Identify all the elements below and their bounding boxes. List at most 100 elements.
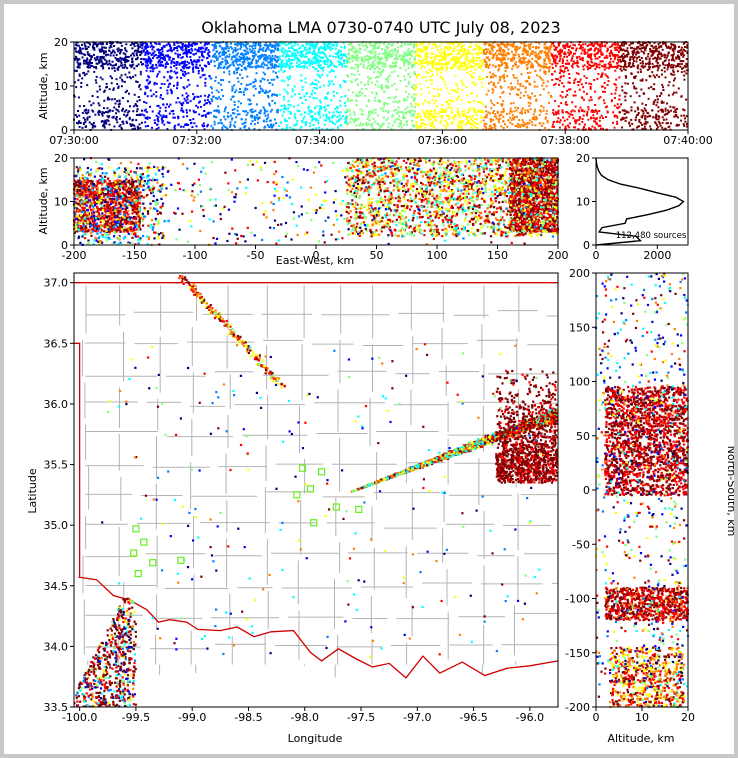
source-point — [499, 76, 502, 79]
source-point — [284, 107, 286, 110]
source-point — [269, 110, 272, 113]
source-point — [417, 54, 420, 56]
source-point — [292, 59, 295, 61]
source-point — [123, 63, 126, 66]
source-point — [397, 111, 399, 114]
source-point — [587, 106, 590, 109]
source-point — [280, 64, 283, 67]
source-point — [285, 59, 288, 62]
source-point — [219, 83, 222, 86]
source-point — [370, 111, 373, 114]
source-point — [180, 56, 183, 59]
source-point — [346, 97, 349, 100]
source-point — [598, 110, 601, 112]
source-point — [502, 115, 505, 118]
source-point — [216, 58, 218, 61]
source-point — [621, 60, 624, 62]
source-point — [627, 53, 630, 56]
source-point — [641, 78, 644, 81]
source-point — [615, 106, 618, 109]
source-point — [81, 43, 83, 46]
source-point — [197, 101, 200, 104]
source-point — [476, 57, 479, 59]
source-point — [324, 109, 327, 112]
source-point — [476, 63, 479, 65]
source-point — [315, 97, 318, 100]
source-point — [457, 66, 459, 69]
source-point — [204, 99, 207, 102]
source-point — [433, 118, 436, 121]
source-point — [124, 57, 126, 59]
source-point — [129, 77, 132, 80]
source-point — [255, 59, 258, 62]
source-point — [166, 50, 169, 53]
source-point — [391, 84, 393, 87]
source-point — [129, 44, 132, 47]
source-point — [147, 57, 150, 60]
source-point — [400, 119, 403, 122]
source-point — [610, 57, 612, 60]
source-point — [132, 63, 135, 66]
source-point — [415, 53, 418, 56]
source-point — [193, 41, 196, 44]
source-point — [677, 50, 679, 53]
source-point — [288, 60, 291, 63]
source-point — [674, 77, 676, 80]
source-point — [446, 53, 449, 56]
source-point — [125, 50, 128, 53]
source-point — [201, 59, 204, 62]
source-point — [74, 57, 77, 60]
source-point — [259, 85, 261, 88]
source-point — [631, 50, 634, 53]
source-point — [191, 49, 194, 52]
source-point — [655, 116, 658, 119]
source-point — [186, 98, 189, 101]
source-point — [415, 51, 417, 54]
source-point — [433, 126, 436, 128]
source-point — [538, 75, 541, 78]
source-point — [312, 97, 315, 100]
source-point — [182, 125, 185, 128]
source-point — [145, 101, 148, 104]
source-point — [120, 128, 123, 130]
source-point — [270, 49, 273, 52]
source-point — [74, 47, 77, 50]
source-point — [203, 73, 206, 76]
source-point — [624, 95, 627, 98]
source-point — [402, 123, 405, 126]
source-point — [325, 57, 328, 60]
source-point — [108, 49, 111, 52]
source-point — [561, 91, 564, 93]
source-point — [226, 67, 229, 70]
source-point — [378, 75, 380, 78]
source-point — [422, 119, 425, 121]
source-point — [176, 49, 179, 52]
source-point — [644, 62, 647, 65]
source-point — [593, 62, 596, 65]
source-point — [248, 48, 251, 51]
source-point — [372, 109, 375, 112]
source-point — [623, 49, 626, 52]
source-point — [78, 120, 81, 123]
source-point — [628, 121, 631, 124]
source-point — [457, 96, 460, 99]
source-point — [671, 54, 674, 57]
source-point — [633, 76, 636, 79]
source-point — [662, 89, 665, 91]
source-point — [600, 75, 603, 78]
source-point — [518, 124, 521, 126]
source-point — [499, 42, 502, 45]
source-point — [169, 77, 172, 80]
source-point — [409, 109, 412, 112]
source-point — [655, 57, 658, 60]
source-point — [99, 41, 102, 44]
source-point — [393, 109, 396, 112]
source-point — [294, 42, 297, 45]
source-point — [365, 105, 368, 107]
source-point — [225, 44, 228, 47]
source-point — [440, 48, 443, 51]
source-point — [92, 44, 95, 47]
source-point — [231, 96, 234, 98]
source-point — [463, 49, 466, 52]
source-point — [428, 109, 431, 112]
